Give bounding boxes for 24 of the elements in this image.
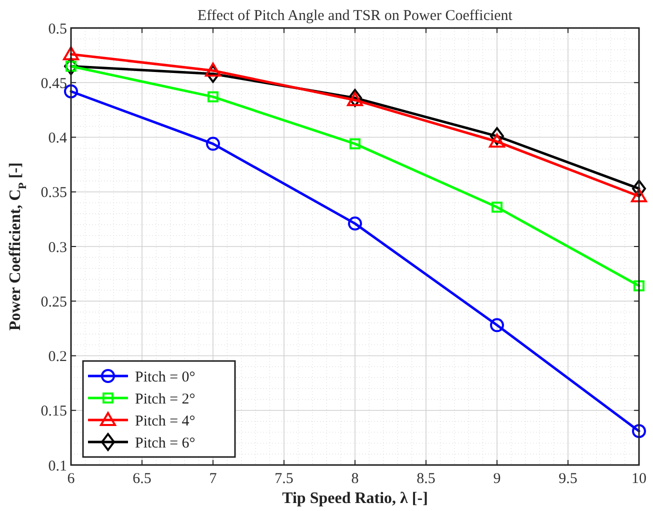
y-tick-label: 0.4 [48, 130, 68, 146]
chart-title: Effect of Pitch Angle and TSR on Power Coefficient [198, 8, 514, 24]
y-tick-label: 0.25 [40, 294, 67, 310]
y-tick-label: 0.35 [40, 185, 67, 202]
x-tick-label: 6.5 [132, 471, 152, 487]
x-tick-label: 6 [67, 471, 76, 487]
y-tick-label: 0.45 [40, 76, 67, 92]
x-tick-label: 10 [632, 471, 646, 487]
y-tick-label: 0.5 [48, 21, 67, 38]
legend-label: Pitch = 6° [135, 435, 196, 452]
legend-label: Pitch = 4° [135, 413, 196, 430]
x-tick-label: 7 [209, 471, 218, 487]
y-tick-label: 0.3 [48, 240, 67, 256]
x-tick-label: 8.5 [416, 471, 436, 487]
x-axis-title: Tip Speed Ratio, λ [-] [282, 490, 428, 507]
legend-label: Pitch = 2° [135, 391, 196, 408]
x-tick-label: 9 [493, 471, 501, 487]
y-tick-label: 0.1 [48, 458, 67, 474]
x-tick-label: 8 [351, 471, 359, 487]
y-tick-label: 0.2 [48, 349, 67, 365]
x-tick-label: 9.5 [558, 471, 578, 487]
y-tick-label: 0.15 [40, 404, 67, 420]
legend-label: Pitch = 0° [135, 369, 196, 386]
x-tick-label: 7.5 [274, 471, 294, 487]
